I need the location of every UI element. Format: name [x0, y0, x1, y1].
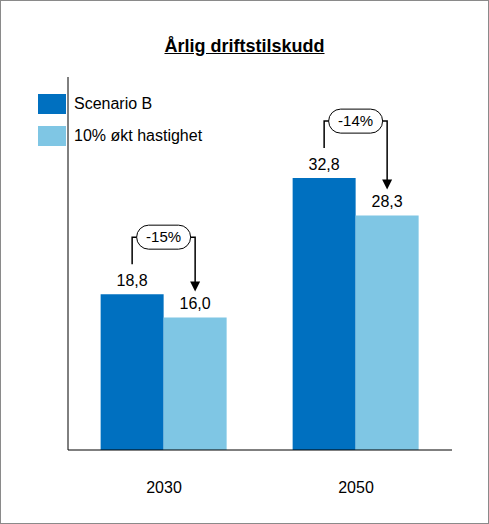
svg-text:-15%: -15%: [146, 228, 181, 245]
html-text:10% økt hastighet: 10% økt hastighet: [74, 127, 203, 144]
svg-text:2050: 2050: [338, 479, 374, 496]
svg-text:18,8: 18,8: [117, 272, 148, 289]
svg-text:28,3: 28,3: [372, 193, 403, 210]
svg-text:16,0: 16,0: [180, 295, 211, 312]
svg-text:32,8: 32,8: [309, 156, 340, 173]
html-text:Årlig driftstilskudd: Årlig driftstilskudd: [164, 36, 325, 56]
html-text:Scenario B: Scenario B: [74, 95, 153, 112]
svg-text:-14%: -14%: [338, 112, 373, 129]
svg-text:2030: 2030: [146, 479, 182, 496]
